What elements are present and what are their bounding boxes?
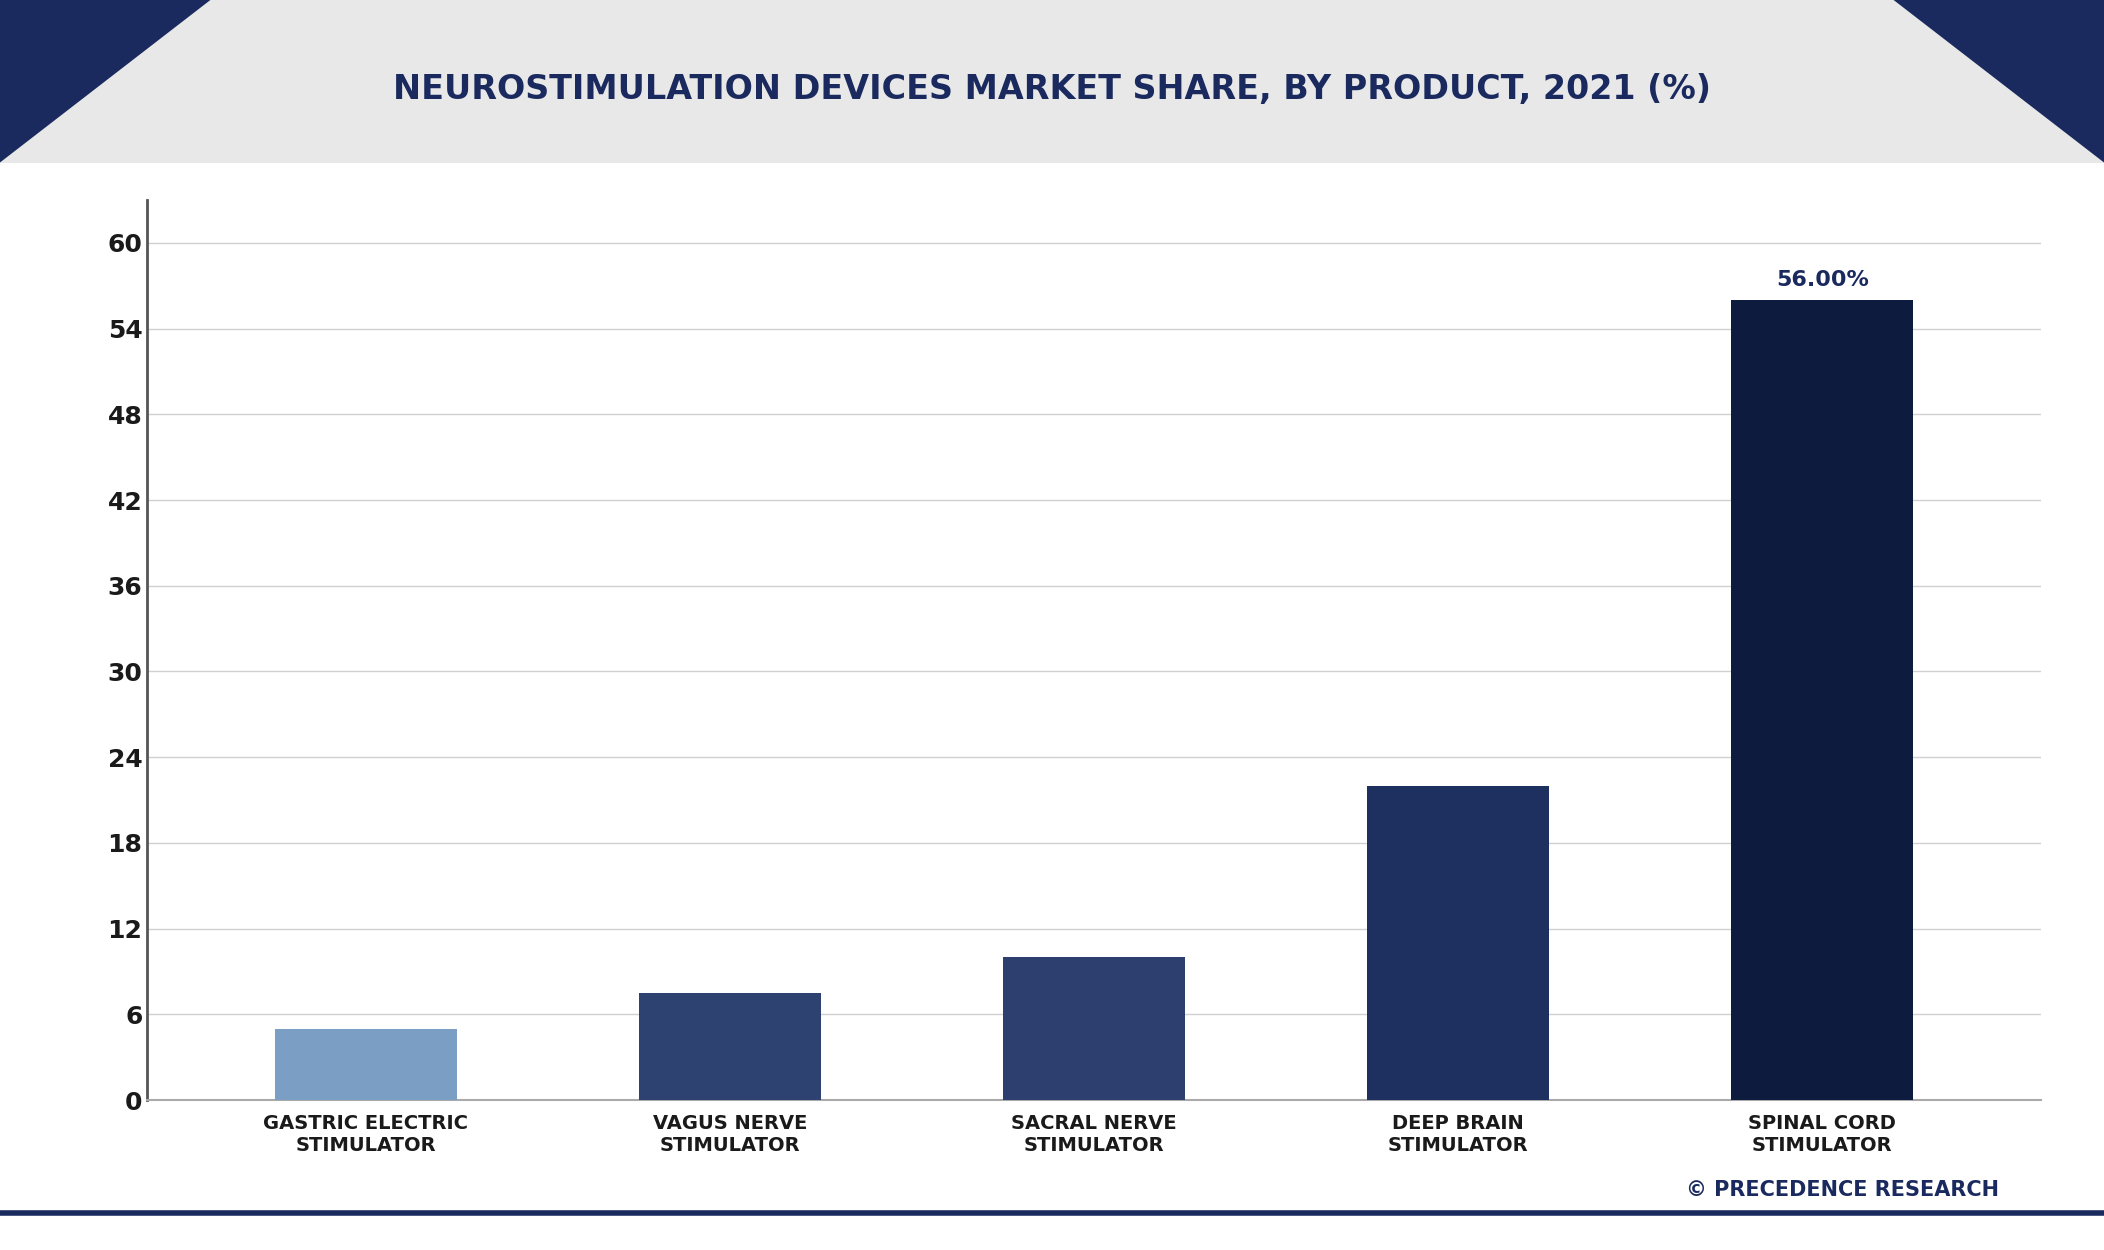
Text: © PRECEDENCE RESEARCH: © PRECEDENCE RESEARCH <box>1685 1180 1999 1200</box>
Bar <box>1368 786 1549 1100</box>
Bar <box>1732 300 1913 1100</box>
Text: 56.00%: 56.00% <box>1776 270 1868 290</box>
Text: NEUROSTIMULATION DEVICES MARKET SHARE, BY PRODUCT, 2021 (%): NEUROSTIMULATION DEVICES MARKET SHARE, B… <box>393 72 1711 106</box>
Bar <box>1004 958 1185 1100</box>
Bar <box>276 1029 457 1100</box>
Bar <box>640 992 821 1100</box>
